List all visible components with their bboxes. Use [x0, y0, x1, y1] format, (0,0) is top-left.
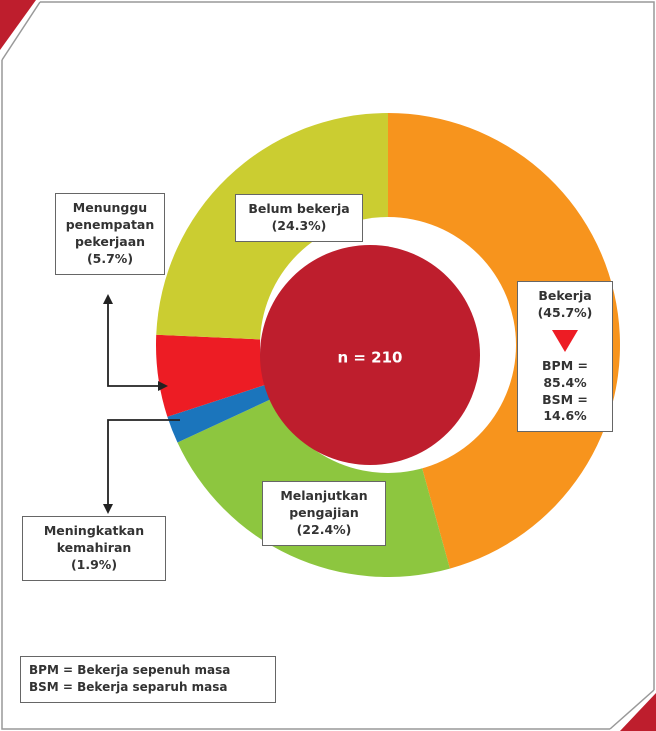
label-box: Belum bekerja (24.3%) [235, 194, 363, 242]
annotation: BPM = 85.4% [542, 357, 588, 390]
category-label: Bekerja [538, 288, 592, 303]
frame [1, 1, 41, 61]
center-label: n = 210 [337, 349, 402, 367]
value-label: (5.7%) [86, 250, 134, 266]
note: BSM = Bekerja separuh masa [29, 680, 228, 695]
indicator [552, 329, 578, 352]
value-label: (45.7%) [537, 304, 593, 320]
label-box: Meningkatkan kemahiran (1.9%) [22, 516, 166, 581]
value-label: (24.3%) [271, 217, 327, 233]
label-box: Bekerja (45.7%) BPM = 85.4% BSM = 14.6% [517, 281, 613, 433]
value-label: (1.9%) [70, 556, 118, 572]
category-label: Menunggu penempatan pekerjaan [65, 200, 155, 249]
label-box: Menunggu penempatan pekerjaan (5.7%) [55, 193, 165, 275]
corner-decoration [620, 693, 656, 731]
arrowhead [103, 294, 113, 304]
down-triangle [552, 329, 578, 352]
arrowheads [103, 294, 168, 514]
category-label: Melanjutkan pengajian [280, 488, 368, 520]
category-label: Meningkatkan kemahiran [43, 523, 145, 555]
frame [40, 1, 655, 690]
arrowhead [103, 504, 113, 514]
center-disc [260, 245, 480, 465]
frame [609, 689, 655, 730]
connectors [107, 302, 180, 506]
value-label: (22.4%) [296, 521, 352, 537]
legend-note: BPM = Bekerja sepenuh masa BSM = Bekerja… [20, 656, 276, 703]
note: BPM = Bekerja sepenuh masa [29, 663, 231, 677]
arrowhead [158, 381, 168, 391]
annotation: BSM = 14.6% [542, 391, 588, 424]
category-label: Belum bekerja [248, 201, 350, 216]
corner-decoration [0, 0, 36, 50]
connector [107, 419, 180, 506]
frame [1, 60, 610, 730]
connector [107, 302, 160, 387]
label-box: Melanjutkan pengajian (22.4%) [262, 481, 386, 546]
